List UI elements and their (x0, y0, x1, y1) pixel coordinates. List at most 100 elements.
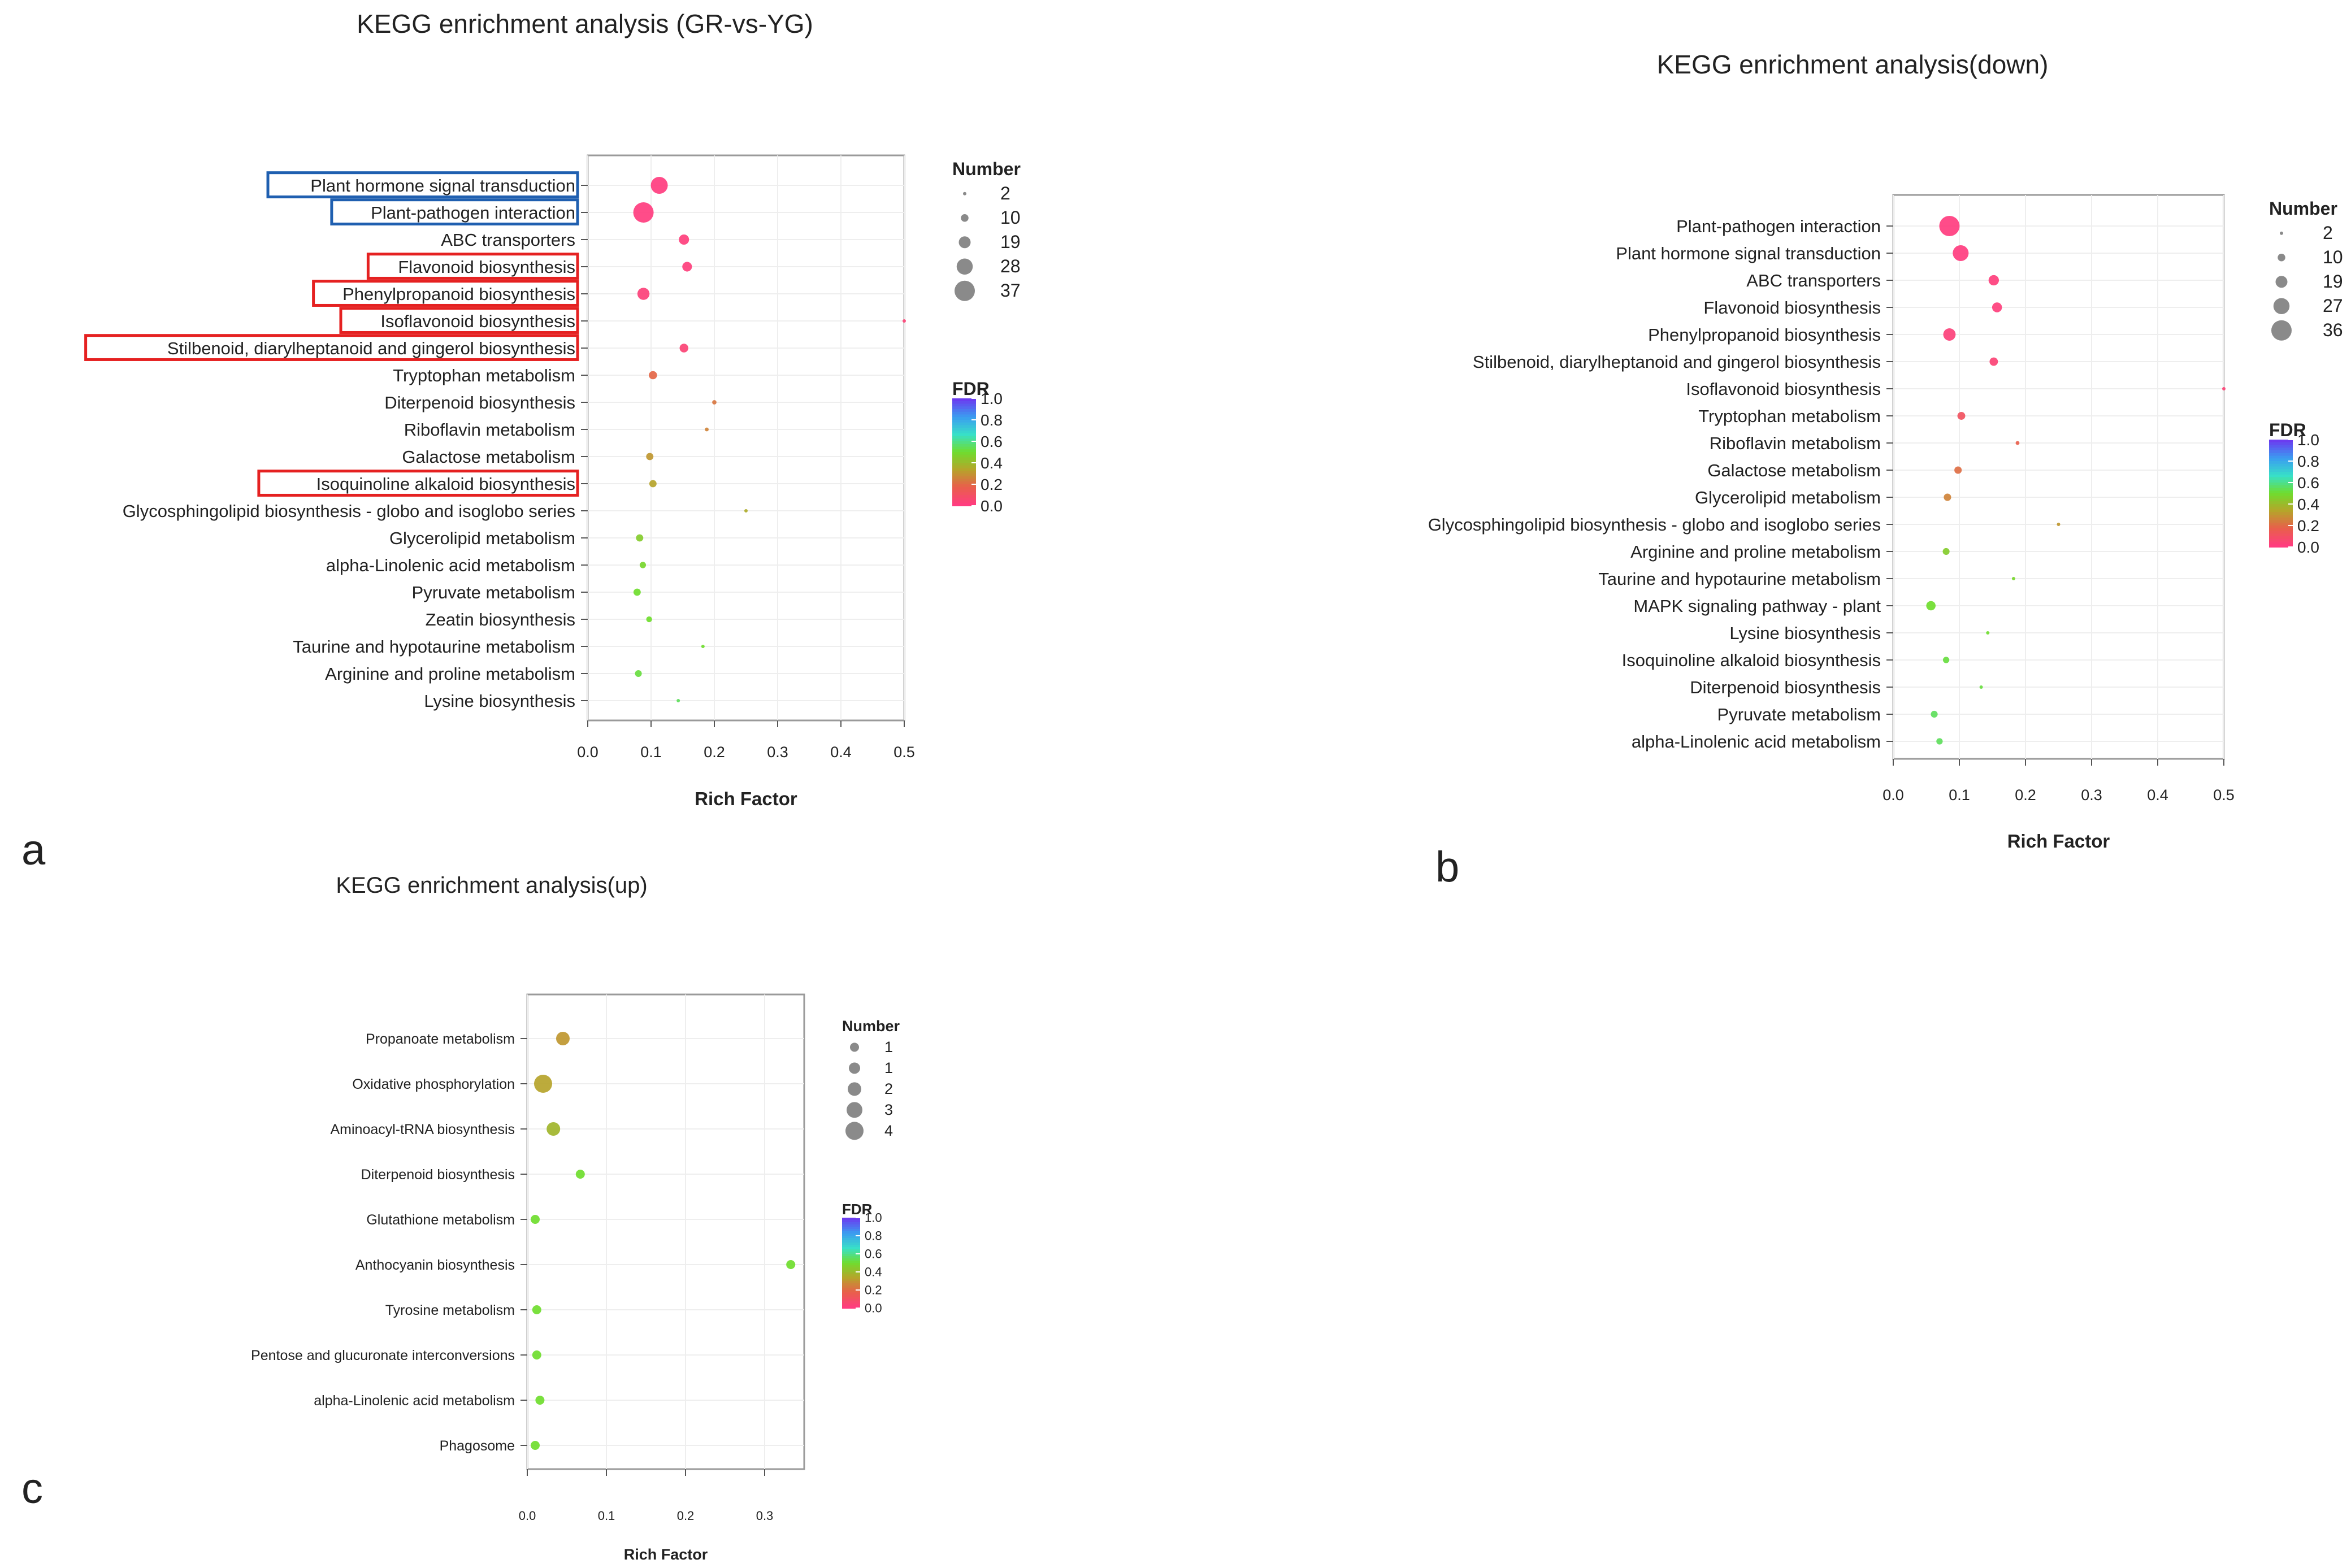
color-bar-segment (952, 495, 976, 498)
pathway-label: Plant hormone signal transduction (1616, 244, 1881, 263)
color-bar-tick-label: 0.4 (865, 1265, 882, 1279)
pathway-label: Taurine and hypotaurine metabolism (1598, 569, 1881, 589)
color-bar-tick-label: 0.0 (865, 1301, 882, 1315)
pathway-dot (712, 400, 717, 405)
panel-label-c: c (21, 1465, 43, 1513)
color-bar-segment (842, 1263, 860, 1266)
x-tick-label: 0.2 (704, 744, 725, 761)
pathway-label: Galactose metabolism (402, 447, 575, 467)
x-tick-label: 0.5 (893, 744, 915, 761)
pathway-highlight-box (339, 307, 579, 334)
x-tick-label: 0.4 (2147, 787, 2168, 803)
pathway-label: Phenylpropanoid biosynthesis (342, 284, 575, 304)
color-bar-segment (2269, 525, 2293, 529)
color-bar-segment (952, 457, 976, 461)
pathway-dot (1926, 601, 1936, 611)
color-bar-segment (2269, 453, 2293, 457)
size-legend-dot (956, 258, 973, 275)
color-bar-segment (952, 476, 976, 480)
color-bar-segment (842, 1247, 860, 1250)
color-bar-segment (842, 1218, 860, 1220)
color-bar-segment (2269, 496, 2293, 499)
color-bar-segment (842, 1236, 860, 1239)
pathway-dot (1939, 216, 1960, 236)
x-axis-label: Rich Factor (2007, 831, 2110, 852)
pathway-dot (1943, 328, 1956, 341)
size-legend-dot (2280, 231, 2283, 235)
color-bar-segment (952, 479, 976, 483)
size-legend-dot (2273, 298, 2290, 315)
size-legend-dot (850, 1043, 859, 1052)
pathway-label: Glutathione metabolism (366, 1212, 515, 1228)
x-tick-label: 0.0 (519, 1509, 536, 1523)
pathway-dot (633, 588, 641, 596)
x-tick-label: 0.5 (2213, 787, 2235, 803)
size-legend-dot (955, 280, 975, 301)
color-bar-segment (952, 403, 976, 407)
pathway-dot (637, 288, 650, 300)
chart-a-plot: 0.0 0.1 0.2 0.3 0.4 0.5 Rich Factor Plant hormo… (84, 154, 1021, 809)
chart-a-title: KEGG enrichment analysis (GR-vs-YG) (357, 9, 813, 38)
color-bar-tick-label: 0.2 (865, 1283, 882, 1297)
pathway-label: Riboflavin metabolism (404, 420, 575, 440)
color-bar-segment (842, 1222, 860, 1225)
x-tick-label: 0.4 (830, 744, 852, 761)
size-legend-dot (2275, 276, 2288, 288)
color-bar-segment (842, 1272, 860, 1275)
color-legend-title: FDR (952, 379, 990, 399)
pathway-dot (679, 234, 689, 245)
pathway-dot (1954, 466, 1962, 474)
pathway-label: Plant-pathogen interaction (371, 203, 575, 223)
color-bar-segment (2269, 501, 2293, 505)
pathway-dot (531, 1215, 540, 1224)
color-bar-tick-label: 0.4 (2297, 496, 2319, 513)
color-bar-segment (842, 1306, 860, 1309)
color-bar-segment (842, 1285, 860, 1288)
size-legend-value: 10 (2323, 247, 2343, 267)
pathway-label: Diterpenoid biosynthesis (1690, 677, 1881, 697)
color-bar-tick-label: 0.8 (2297, 453, 2319, 470)
color-bar-tick-label: 1.0 (981, 390, 1003, 407)
pathway-label: Taurine and hypotaurine metabolism (293, 637, 575, 657)
color-bar-segment (842, 1258, 860, 1261)
pathway-dot (649, 371, 657, 380)
size-legend-value: 10 (1000, 207, 1021, 228)
pathway-dot (1957, 412, 1966, 420)
pathway-label: Flavonoid biosynthesis (398, 257, 575, 277)
pathway-label: Diterpenoid biosynthesis (384, 393, 575, 412)
color-bar-segment (842, 1295, 860, 1297)
color-bar-segment (842, 1283, 860, 1286)
color-bar-segment (2269, 512, 2293, 515)
color-bar-segment (952, 465, 976, 469)
color-bar-segment (2269, 515, 2293, 518)
x-axis-label: Rich Factor (624, 1546, 708, 1563)
pathway-dot (701, 645, 705, 648)
color-bar-segment (842, 1238, 860, 1241)
color-bar-tick-label: 0.8 (981, 411, 1003, 429)
pathway-dot (2057, 523, 2061, 526)
color-bar-segment (952, 425, 976, 429)
pathway-label: Glycerolipid metabolism (389, 528, 575, 548)
pathway-label: Lysine biosynthesis (424, 691, 575, 711)
color-bar-tick-label: 0.0 (981, 497, 1003, 515)
pathway-dot (636, 534, 644, 542)
x-tick-label: 0.3 (756, 1509, 774, 1523)
color-bar-segment (952, 474, 976, 477)
pathway-dot (535, 1396, 545, 1405)
pathway-dot (633, 202, 654, 223)
pathway-label: Diterpenoid biosynthesis (361, 1167, 515, 1183)
color-bar-segment (2269, 448, 2293, 451)
color-bar-segment (2269, 485, 2293, 489)
pathway-label: Pentose and glucuronate interconversions (251, 1348, 515, 1363)
color-bar-segment (952, 468, 976, 472)
pathway-dot (546, 1122, 561, 1136)
color-bar-segment (2269, 480, 2293, 483)
pathway-dot (534, 1075, 552, 1093)
color-bar-segment (842, 1227, 860, 1230)
x-tick-label: 0.0 (1882, 787, 1904, 803)
size-legend-value: 28 (1000, 256, 1021, 276)
color-bar-segment (842, 1304, 860, 1306)
color-bar-segment (842, 1254, 860, 1257)
pathway-label: Glycosphingolipid biosynthesis - globo a… (123, 501, 575, 521)
